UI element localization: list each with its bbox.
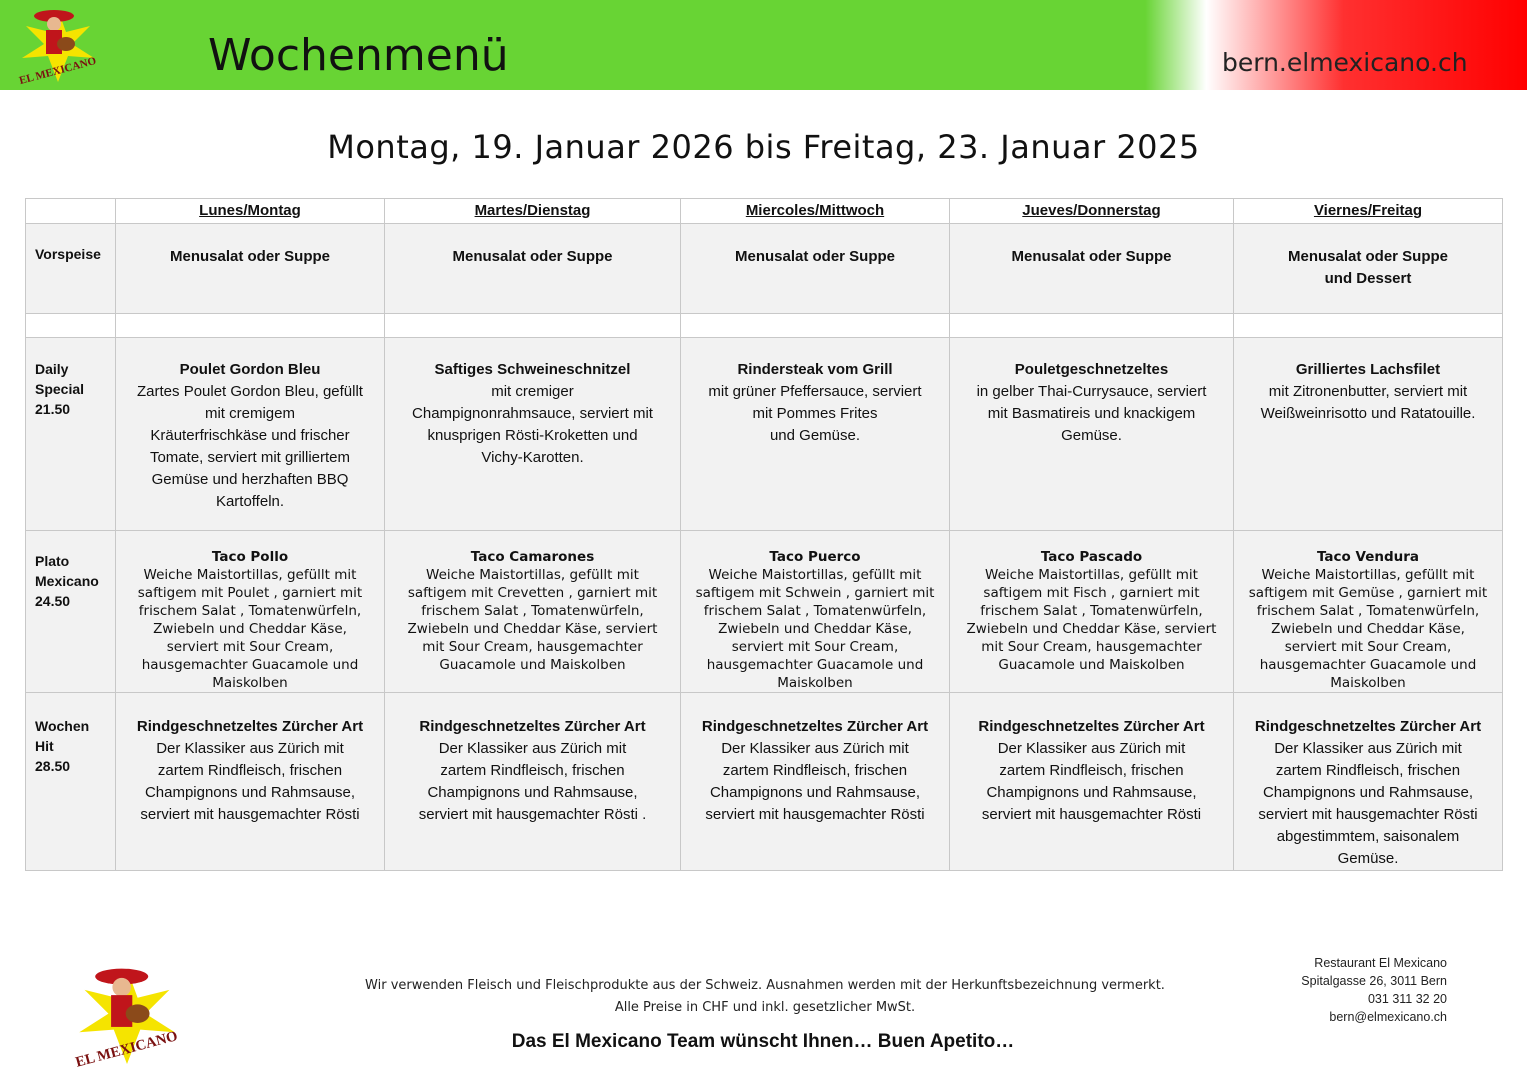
menu-cell: Taco Puerco Weiche Maistortillas, gefüllt… (680, 530, 950, 693)
dish-description: Weiche Maistortillas, gefüllt mit saftig… (966, 567, 1217, 673)
menu-table: Lunes/Montag Martes/Dienstag Miercoles/M… (25, 198, 1503, 871)
dish-name: Rindgeschnetzeltes Zürcher Art (1254, 718, 1482, 735)
day-header: Martes/Dienstag (384, 198, 681, 224)
menu-cell: Rindgeschnetzeltes Zürcher Art Der Klassi… (680, 692, 950, 871)
day-header: Miercoles/Mittwoch (680, 198, 950, 224)
menu-cell: Rindgeschnetzeltes Zürcher Art Der Klassi… (115, 692, 385, 871)
dish-description: Zartes Poulet Gordon Bleu, gefüllt mit c… (137, 383, 363, 510)
row-label: Wochen Hit 28.50 (25, 692, 116, 871)
menu-cell: Saftiges Schweineschnitzel mit cremiger C… (384, 337, 681, 531)
dish-name: Taco Vendura (1316, 549, 1420, 565)
dish-description: mit cremiger Champignonrahmsauce, servie… (412, 383, 653, 466)
dish-name: Pouletgeschnetzeltes (1014, 361, 1169, 378)
dish-name: Rindgeschnetzeltes Zürcher Art (701, 718, 929, 735)
dish-name: Rindgeschnetzeltes Zürcher Art (419, 718, 646, 735)
dish-name: Taco Puerco (769, 549, 861, 565)
header-banner (0, 0, 1527, 90)
dish-description: Der Klassiker aus Zürich mit zartem Rind… (140, 740, 360, 823)
dish-description: Weiche Maistortillas, gefüllt mit saftig… (407, 567, 658, 673)
dish-description: mit grüner Pfeffersauce, serviert mit Po… (708, 383, 922, 444)
row-label: Plato Mexicano 24.50 (25, 530, 116, 693)
dish-description: Weiche Maistortillas, gefüllt mit saftig… (1248, 567, 1488, 691)
menu-cell: Taco Pascado Weiche Maistortillas, gefüll… (949, 530, 1234, 693)
menu-cell: Rindgeschnetzeltes Zürcher Art Der Klassi… (384, 692, 681, 871)
menu-cell: Menusalat oder Suppe und Dessert (1233, 223, 1503, 314)
mariachi-logo-icon: EL MEXICANO (18, 10, 98, 87)
logo: EL MEXICANO (10, 2, 106, 88)
dish-name: Taco Pollo (211, 549, 289, 565)
dish-description: mit Zitronenbutter, serviert mit Weißwei… (1260, 383, 1476, 422)
menu-cell: Pouletgeschnetzeltes in gelber Thai-Curry… (949, 337, 1234, 531)
menu-cell: Menusalat oder Suppe (384, 223, 681, 314)
dish-name: Rindersteak vom Grill (737, 361, 893, 378)
dish-description: Weiche Maistortillas, gefüllt mit saftig… (695, 567, 935, 691)
dish-description: Der Klassiker aus Zürich mit zartem Rind… (705, 740, 925, 823)
menu-cell: Rindersteak vom Grill mit grüner Pfeffers… (680, 337, 950, 531)
page-title: Wochenmenü (208, 30, 509, 81)
dish-name: Grilliertes Lachsfilet (1295, 361, 1441, 378)
vorspeise-row: Vorspeise Menusalat oder Suppe Menusalat… (25, 223, 1503, 314)
menu-cell: Menusalat oder Suppe (949, 223, 1234, 314)
corner-cell (25, 198, 116, 224)
menu-cell: Taco Pollo Weiche Maistortillas, gefüllt … (115, 530, 385, 693)
dish-description: Der Klassiker aus Zürich mit zartem Rind… (1258, 740, 1478, 867)
dish-name: Saftiges Schweineschnitzel (434, 361, 631, 378)
menu-cell: Rindgeschnetzeltes Zürcher Art Der Klassi… (1233, 692, 1503, 871)
menu-cell: Taco Vendura Weiche Maistortillas, gefüll… (1233, 530, 1503, 693)
day-header: Viernes/Freitag (1233, 198, 1503, 224)
origin-note: Wir verwenden Fleisch und Fleischprodukt… (365, 978, 1165, 1015)
dish-name: Poulet Gordon Bleu (179, 361, 321, 378)
restaurant-address: Restaurant El Mexicano Spitalgasse 26, 3… (1301, 956, 1447, 1024)
spacer-row (25, 313, 1503, 338)
dish-description: Weiche Maistortillas, gefüllt mit saftig… (137, 567, 363, 691)
menu-cell: Taco Camarones Weiche Maistortillas, gefü… (384, 530, 681, 693)
daily-special-row: Daily Special 21.50 Poulet Gordon Bleu Zar… (25, 337, 1503, 531)
row-label: Vorspeise (25, 223, 116, 314)
menu-cell: Menusalat oder Suppe (680, 223, 950, 314)
dish-description: in gelber Thai-Currysauce, serviert mit … (976, 383, 1207, 444)
menu-cell: Poulet Gordon Bleu Zartes Poulet Gordon B… (115, 337, 385, 531)
dish-description: Der Klassiker aus Zürich mit zartem Rind… (981, 740, 1202, 823)
footer-logo: EL MEXICANO (62, 958, 192, 1072)
row-label: Daily Special 21.50 (25, 337, 116, 531)
dish-name: Taco Camarones (470, 549, 595, 565)
menu-cell: Rindgeschnetzeltes Zürcher Art Der Klassi… (949, 692, 1234, 871)
dish-name: Taco Pascado (1040, 549, 1143, 565)
menu-cell: Menusalat oder Suppe (115, 223, 385, 314)
dish-name: Rindgeschnetzeltes Zürcher Art (136, 718, 364, 735)
dish-name: Rindgeschnetzeltes Zürcher Art (978, 718, 1205, 735)
date-range: Montag, 19. Januar 2026 bis Freitag, 23.… (327, 128, 1200, 166)
website-url[interactable]: bern.elmexicano.ch (1222, 48, 1468, 77)
dish-description: Der Klassiker aus Zürich mit zartem Rind… (418, 740, 647, 823)
day-header: Jueves/Donnerstag (949, 198, 1234, 224)
menu-cell: Grilliertes Lachsfilet mit Zitronenbutter… (1233, 337, 1503, 531)
day-header: Lunes/Montag (115, 198, 385, 224)
plato-mexicano-row: Plato Mexicano 24.50 Taco Pollo Weiche Mai… (25, 530, 1503, 693)
greeting: Das El Mexicano Team wünscht Ihnen… Buen… (511, 1031, 1015, 1052)
day-header-row: Lunes/Montag Martes/Dienstag Miercoles/M… (25, 198, 1503, 224)
mariachi-logo-icon: EL MEXICANO (74, 968, 179, 1071)
wochen-hit-row: Wochen Hit 28.50 Rindgeschnetzeltes Zürch… (25, 692, 1503, 871)
